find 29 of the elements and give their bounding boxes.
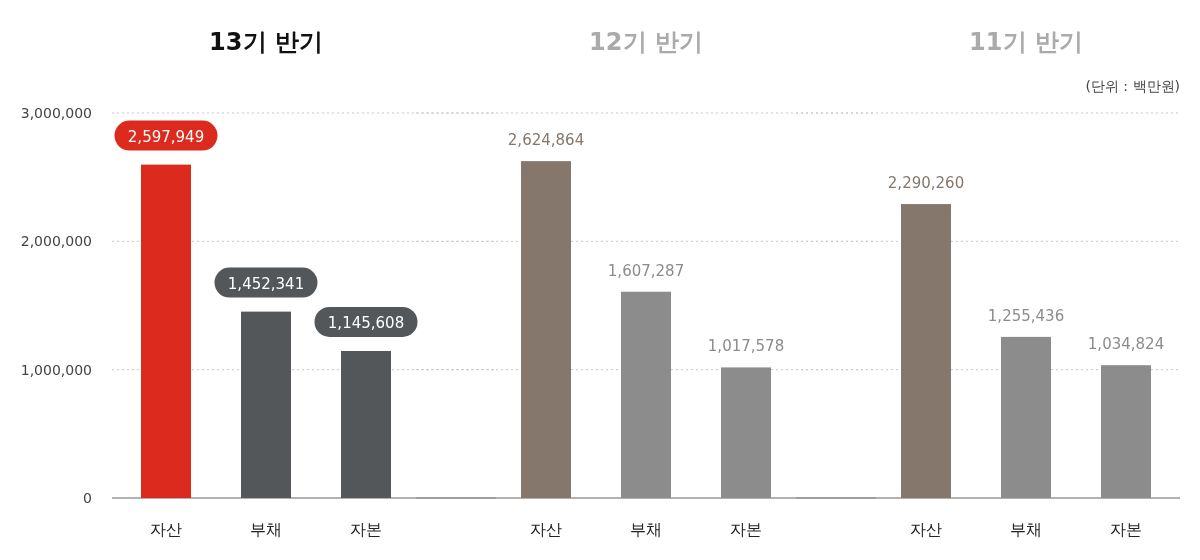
data-label: 2,624,864 xyxy=(507,131,585,150)
data-label: 1,017,578 xyxy=(707,337,785,356)
data-label: 1,452,341 xyxy=(227,274,305,293)
x-tick-label: 자본 xyxy=(350,520,382,539)
y-tick-label: 1,000,000 xyxy=(20,361,92,378)
data-label: 2,597,949 xyxy=(127,127,205,146)
y-tick-label: 3,000,000 xyxy=(20,105,92,121)
bar xyxy=(141,164,191,498)
y-tick-label: 0 xyxy=(83,490,92,506)
chart-title: 13기 반기 xyxy=(209,28,323,56)
x-tick-label: 자산 xyxy=(910,520,942,539)
x-tick-label: 부채 xyxy=(1010,520,1042,539)
chart-title: 12기 반기 xyxy=(589,28,703,56)
data-label: 1,255,436 xyxy=(987,306,1065,325)
bar xyxy=(241,311,291,498)
x-tick-label: 부채 xyxy=(250,520,282,539)
data-label: 2,290,260 xyxy=(887,174,965,193)
x-tick-label: 자본 xyxy=(730,520,762,539)
data-label: 1,607,287 xyxy=(607,261,685,280)
text: (단위 : 백만원) xyxy=(1085,78,1180,94)
chart-title: 11기 반기 xyxy=(969,28,1083,56)
data-label: 1,145,608 xyxy=(327,313,405,332)
x-tick-label: 자산 xyxy=(150,520,182,539)
x-tick-label: 부채 xyxy=(630,520,662,539)
x-tick-label: 자본 xyxy=(1110,520,1142,539)
x-tick-label: 자산 xyxy=(530,520,562,539)
bar xyxy=(341,350,391,498)
y-tick-label: 2,000,000 xyxy=(20,233,92,250)
data-label: 1,034,824 xyxy=(1087,335,1165,354)
